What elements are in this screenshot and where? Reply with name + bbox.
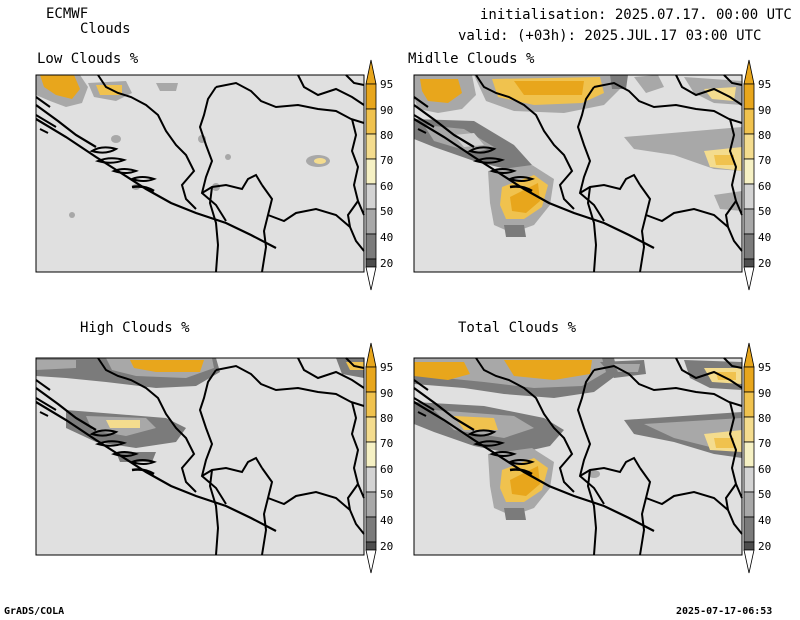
legend-middle-label-50: 50	[758, 205, 771, 218]
legend-high-label-90: 90	[380, 387, 393, 400]
legend-low-label-95: 95	[380, 78, 393, 91]
legend-middle	[743, 59, 755, 291]
legend-low-label-20: 20	[380, 257, 393, 270]
legend-low-label-70: 70	[380, 154, 393, 167]
legend-total-label-50: 50	[758, 488, 771, 501]
panel-title-total: Total Clouds %	[458, 320, 577, 336]
legend-middle-label-60: 60	[758, 180, 771, 193]
legend-low-label-90: 90	[380, 104, 393, 117]
panel-title-middle: Midlle Clouds %	[408, 51, 535, 67]
legend-high-label-40: 40	[380, 514, 393, 527]
legend-high-label-70: 70	[380, 437, 393, 450]
legend-middle-label-40: 40	[758, 231, 771, 244]
model-label: ECMWF	[46, 6, 89, 22]
legend-low-label-50: 50	[380, 205, 393, 218]
panel-title-high: High Clouds %	[80, 320, 190, 336]
valid-time: valid: (+03h): 2025.JUL.17 03:00 UTC	[458, 28, 762, 44]
legend-middle-label-95: 95	[758, 78, 771, 91]
legend-high	[365, 342, 377, 574]
map-panel-total	[412, 356, 744, 557]
product-label: Clouds	[80, 21, 131, 37]
legend-high-label-20: 20	[380, 540, 393, 553]
legend-low	[365, 59, 377, 291]
legend-high-label-80: 80	[380, 412, 393, 425]
legend-middle-label-20: 20	[758, 257, 771, 270]
legend-total-label-20: 20	[758, 540, 771, 553]
legend-total-label-90: 90	[758, 387, 771, 400]
footer-timestamp: 2025-07-17-06:53	[676, 606, 773, 617]
legend-middle-label-90: 90	[758, 104, 771, 117]
legend-high-label-60: 60	[380, 463, 393, 476]
legend-total-label-40: 40	[758, 514, 771, 527]
legend-low-label-60: 60	[380, 180, 393, 193]
legend-high-label-50: 50	[380, 488, 393, 501]
footer-credit: GrADS/COLA	[4, 606, 65, 617]
map-panel-high	[34, 356, 366, 557]
legend-total	[743, 342, 755, 574]
legend-low-label-80: 80	[380, 129, 393, 142]
legend-middle-label-70: 70	[758, 154, 771, 167]
legend-total-label-80: 80	[758, 412, 771, 425]
map-panel-middle	[412, 73, 744, 274]
panel-title-low: Low Clouds %	[37, 51, 139, 67]
legend-high-label-95: 95	[380, 361, 393, 374]
legend-total-label-70: 70	[758, 437, 771, 450]
legend-low-label-40: 40	[380, 231, 393, 244]
map-panel-low	[34, 73, 366, 274]
init-time: initialisation: 2025.07.17. 00:00 UTC	[480, 7, 792, 23]
legend-middle-label-80: 80	[758, 129, 771, 142]
legend-total-label-95: 95	[758, 361, 771, 374]
legend-total-label-60: 60	[758, 463, 771, 476]
